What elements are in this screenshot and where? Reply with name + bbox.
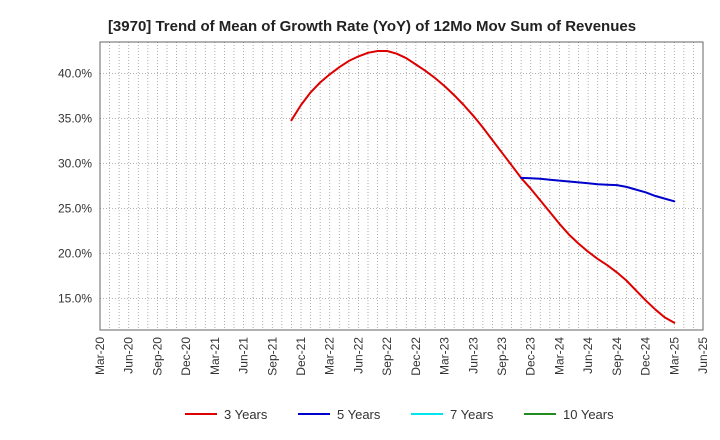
series-line-5-years bbox=[520, 176, 676, 203]
x-tick-label: Sep-23 bbox=[495, 337, 509, 376]
y-tick-label: 20.0% bbox=[58, 247, 92, 261]
x-tick-label: Mar-21 bbox=[208, 337, 222, 375]
x-tick-label: Jun-24 bbox=[581, 337, 595, 374]
grid bbox=[100, 42, 703, 330]
x-tick-label: Jun-21 bbox=[237, 337, 251, 374]
y-tick-label: 15.0% bbox=[58, 292, 92, 306]
legend-label: 7 Years bbox=[450, 407, 494, 422]
x-tick-label: Jun-20 bbox=[122, 337, 136, 374]
series-layer bbox=[290, 50, 676, 324]
x-tick-label: Sep-24 bbox=[610, 337, 624, 376]
x-tick-label: Mar-23 bbox=[438, 337, 452, 375]
x-tick-label: Mar-20 bbox=[93, 337, 107, 375]
x-tick-label: Mar-25 bbox=[667, 337, 681, 375]
x-tick-label: Sep-20 bbox=[150, 337, 164, 376]
series-line-3-years bbox=[290, 50, 676, 324]
x-tick-label: Dec-20 bbox=[179, 337, 193, 376]
x-tick-label: Dec-21 bbox=[294, 337, 308, 376]
y-tick-label: 40.0% bbox=[58, 67, 92, 81]
x-tick-label: Jun-22 bbox=[351, 337, 365, 374]
x-tick-label: Jun-23 bbox=[466, 337, 480, 374]
x-tick-label: Jun-25 bbox=[696, 337, 710, 374]
x-tick-label: Mar-24 bbox=[552, 337, 566, 375]
x-tick-label: Dec-23 bbox=[524, 337, 538, 376]
legend-label: 10 Years bbox=[563, 407, 614, 422]
x-tick-label: Sep-22 bbox=[380, 337, 394, 376]
y-axis: 15.0% 20.0% 25.0% 30.0% 35.0% 40.0% bbox=[58, 67, 92, 306]
legend-label: 5 Years bbox=[337, 407, 381, 422]
y-tick-label: 25.0% bbox=[58, 202, 92, 216]
y-tick-label: 30.0% bbox=[58, 157, 92, 171]
x-tick-label: Mar-22 bbox=[323, 337, 337, 375]
legend-label: 3 Years bbox=[224, 407, 268, 422]
y-tick-label: 35.0% bbox=[58, 112, 92, 126]
chart-title: [3970] Trend of Mean of Growth Rate (YoY… bbox=[108, 18, 636, 35]
legend: 3 Years 5 Years 7 Years 10 Years bbox=[185, 407, 614, 422]
x-axis: Mar-20 Jun-20 Sep-20 Dec-20 Mar-21 Jun-21 Sep-… bbox=[93, 337, 710, 376]
x-tick-label: Dec-22 bbox=[409, 337, 423, 376]
plot-area bbox=[99, 41, 704, 331]
x-tick-label: Sep-21 bbox=[265, 337, 279, 376]
x-tick-label: Dec-24 bbox=[639, 337, 653, 376]
